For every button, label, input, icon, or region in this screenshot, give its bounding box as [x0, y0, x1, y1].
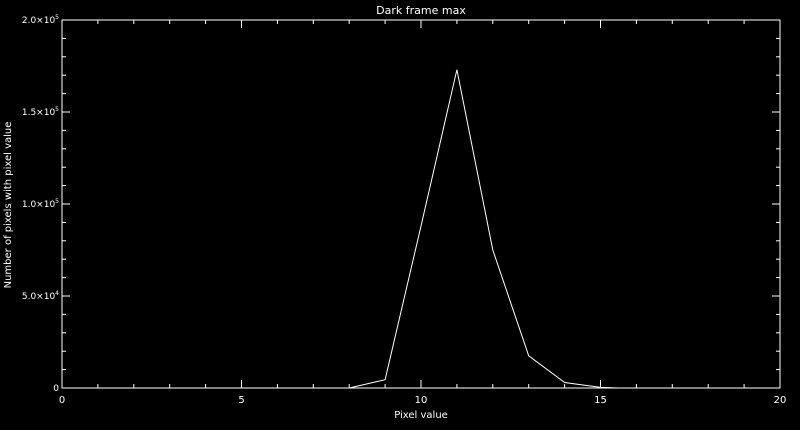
- x-tick-label: 10: [415, 395, 428, 406]
- x-tick-label: 5: [238, 395, 244, 406]
- series-layer: [349, 69, 619, 389]
- x-tick-label: 15: [594, 395, 607, 406]
- y-tick-label: 2.0×105: [22, 14, 59, 26]
- x-tick-label: 0: [59, 395, 65, 406]
- y-tick-label: 0: [53, 384, 59, 394]
- y-tick-label: 5.0×104: [22, 290, 59, 302]
- tick-labels: 0 5 10 15 20 0 5.0×104 1.0×105 1.5×105 2.0×105: [22, 14, 787, 406]
- chart-title: Dark frame max: [376, 4, 466, 17]
- axis-ticks: [61, 19, 781, 389]
- y-tick-label: 1.5×105: [22, 106, 59, 118]
- y-tick-label: 1.0×105: [22, 198, 59, 210]
- y-axis-label: Number of pixels with pixel value: [3, 122, 14, 289]
- series-line: [349, 69, 619, 389]
- x-axis-label: Pixel value: [394, 410, 448, 421]
- x-tick-label: 20: [774, 395, 787, 406]
